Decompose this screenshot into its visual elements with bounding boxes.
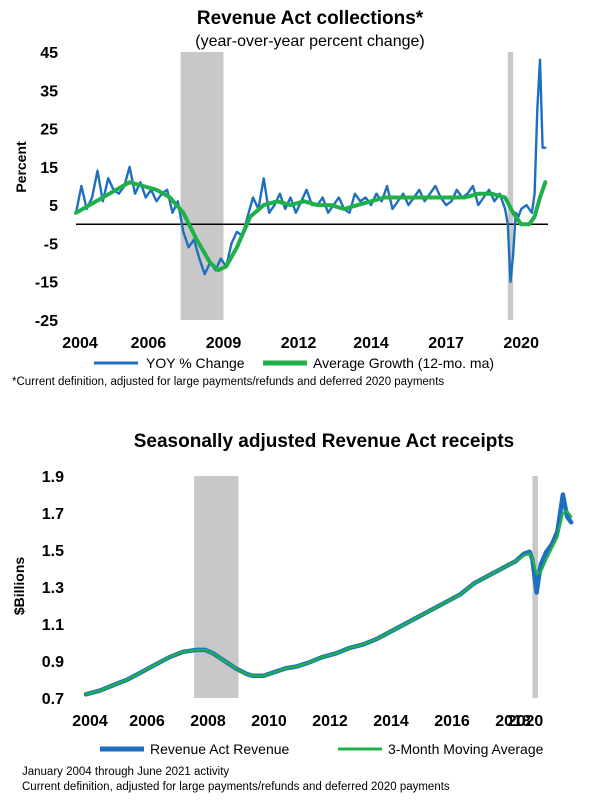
x-tick-label: 2012 (312, 713, 348, 730)
chart-2-footnote-definition: Current definition, adjusted for large p… (22, 781, 450, 793)
y-tick-label: 1.7 (42, 506, 64, 523)
series-line-primary (74, 58, 547, 283)
chart-2-y-axis-label: $Billions (11, 557, 27, 616)
x-tick-label: 2006 (129, 713, 165, 730)
chart-1-subtitle: (year-over-year percent change) (195, 33, 424, 50)
recession-shade (180, 52, 224, 320)
y-tick-label: -25 (35, 313, 58, 330)
chart-1-footnote: *Current definition, adjusted for large … (12, 376, 444, 388)
y-tick-label: 45 (40, 45, 58, 62)
series-line-secondary (84, 509, 573, 696)
y-tick-label: 15 (40, 160, 58, 177)
legend-yoy-label: YOY % Change (146, 355, 245, 371)
x-tick-label: 2020 (508, 713, 544, 730)
x-tick-label: 2006 (131, 335, 167, 352)
y-tick-label: 5 (49, 198, 58, 215)
y-tick-label: 1.5 (42, 543, 64, 560)
chart-2-legend: Revenue Act Revenue 3-Month Moving Avera… (100, 741, 544, 757)
x-tick-label: 2010 (251, 713, 287, 730)
chart-2: Seasonally adjusted Revenue Act receipts… (11, 431, 574, 793)
y-tick-label: 35 (40, 83, 58, 100)
x-tick-label: 2020 (503, 335, 539, 352)
chart-1-title: Revenue Act collections* (197, 8, 424, 29)
chart-2-title: Seasonally adjusted Revenue Act receipts (134, 431, 515, 452)
x-tick-label: 2009 (206, 335, 242, 352)
x-tick-label: 2004 (62, 335, 98, 352)
x-tick-label: 2004 (72, 713, 108, 730)
x-tick-label: 2017 (428, 335, 464, 352)
y-tick-label: 1.3 (42, 580, 64, 597)
y-tick-label: 25 (40, 122, 58, 139)
series-line-primary (83, 492, 574, 697)
y-tick-label: 0.7 (42, 691, 64, 708)
x-tick-label: 2008 (190, 713, 226, 730)
recession-shade (507, 52, 514, 320)
chart-1-y-axis-label: Percent (13, 141, 29, 193)
x-tick-label: 2016 (434, 713, 470, 730)
chart-1: Revenue Act collections* (year-over-year… (12, 8, 548, 388)
x-tick-label: 2012 (281, 335, 317, 352)
y-tick-label: -5 (44, 236, 58, 253)
legend-avg-growth-label: Average Growth (12-mo. ma) (313, 355, 494, 371)
recession-shade (194, 476, 239, 698)
y-tick-label: -15 (35, 275, 58, 292)
chart-2-footnote-period: January 2004 through June 2021 activity (22, 766, 229, 778)
y-tick-label: 0.9 (42, 654, 64, 671)
x-tick-label: 2018 (495, 713, 531, 730)
x-tick-label: 2014 (353, 335, 389, 352)
series-line-secondary (74, 180, 548, 273)
legend-revenue-label: Revenue Act Revenue (150, 741, 290, 757)
y-tick-label: 1.1 (42, 617, 64, 634)
x-tick-label: 2014 (373, 713, 409, 730)
chart-1-legend: YOY % Change Average Growth (12-mo. ma) (94, 355, 494, 371)
legend-3mma-label: 3-Month Moving Average (388, 741, 544, 757)
y-tick-label: 1.9 (42, 469, 64, 486)
